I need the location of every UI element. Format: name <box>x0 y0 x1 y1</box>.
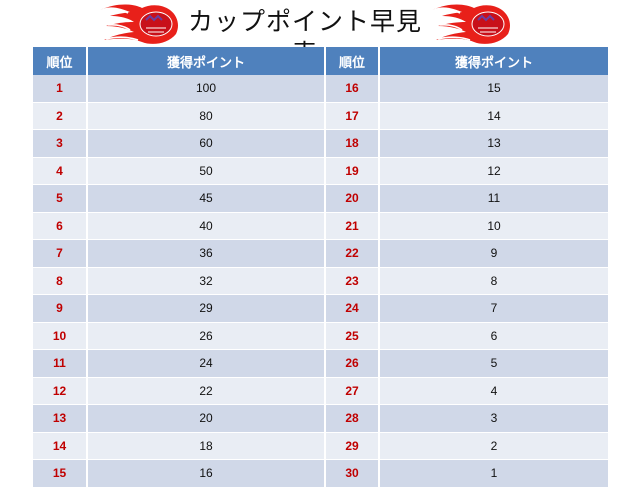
table-row: 12 22 27 4 <box>33 377 608 405</box>
rank-cell: 8 <box>33 267 88 295</box>
points-cell: 50 <box>87 157 326 185</box>
points-cell: 60 <box>87 129 326 158</box>
points-cell: 26 <box>87 322 326 350</box>
points-cell: 18 <box>87 432 326 460</box>
table-row: 2 80 17 14 <box>33 102 608 130</box>
points-cell: 14 <box>379 102 608 130</box>
column-header-points: 獲得ポイント <box>87 47 326 75</box>
rank-cell: 22 <box>325 239 380 268</box>
table-row: 10 26 25 6 <box>33 322 608 350</box>
points-cell: 2 <box>379 432 608 460</box>
rank-cell: 3 <box>33 129 88 158</box>
rank-cell: 7 <box>33 239 88 268</box>
column-header-points: 獲得ポイント <box>379 47 608 75</box>
points-cell: 3 <box>379 404 608 433</box>
rank-cell: 26 <box>325 349 380 378</box>
table-row: 3 60 18 13 <box>33 129 608 158</box>
table-row: 8 32 23 8 <box>33 267 608 295</box>
points-cell: 15 <box>379 75 608 103</box>
points-cell: 22 <box>87 377 326 405</box>
points-cell: 4 <box>379 377 608 405</box>
points-cell: 32 <box>87 267 326 295</box>
points-cell: 5 <box>379 349 608 378</box>
points-cell: 11 <box>379 184 608 213</box>
points-cell: 20 <box>87 404 326 433</box>
rank-cell: 18 <box>325 129 380 158</box>
table-header-row: 順位 獲得ポイント 順位 獲得ポイント <box>33 47 608 75</box>
points-cell: 6 <box>379 322 608 350</box>
table-body: 1 100 16 15 2 80 17 14 3 60 18 13 4 50 19 12 5 45 20 11 6 40 2… <box>33 75 608 488</box>
table-row: 14 18 29 2 <box>33 432 608 460</box>
points-cell: 24 <box>87 349 326 378</box>
table-row: 5 45 20 11 <box>33 184 608 213</box>
rank-cell: 13 <box>33 404 88 433</box>
table-row: 15 16 30 1 <box>33 459 608 488</box>
rank-cell: 29 <box>325 432 380 460</box>
table-row: 6 40 21 10 <box>33 212 608 240</box>
points-table: 順位 獲得ポイント 順位 獲得ポイント 1 100 16 15 2 80 17 14 3 60 18… <box>33 47 608 488</box>
column-header-rank: 順位 <box>325 47 380 75</box>
table-row: 4 50 19 12 <box>33 157 608 185</box>
rank-cell: 2 <box>33 102 88 130</box>
rank-cell: 25 <box>325 322 380 350</box>
rank-cell: 28 <box>325 404 380 433</box>
points-cell: 9 <box>379 239 608 268</box>
rank-cell: 23 <box>325 267 380 295</box>
rank-cell: 15 <box>33 459 88 488</box>
points-cell: 1 <box>379 459 608 488</box>
points-cell: 45 <box>87 184 326 213</box>
rank-cell: 1 <box>33 75 88 103</box>
rank-cell: 4 <box>33 157 88 185</box>
table-row: 9 29 24 7 <box>33 294 608 323</box>
table-row: 1 100 16 15 <box>33 75 608 103</box>
rank-cell: 19 <box>325 157 380 185</box>
column-header-rank: 順位 <box>33 47 88 75</box>
rank-cell: 11 <box>33 349 88 378</box>
points-cell: 13 <box>379 129 608 158</box>
rank-cell: 24 <box>325 294 380 323</box>
points-cell: 12 <box>379 157 608 185</box>
rank-cell: 27 <box>325 377 380 405</box>
table-row: 11 24 26 5 <box>33 349 608 378</box>
points-cell: 10 <box>379 212 608 240</box>
points-cell: 100 <box>87 75 326 103</box>
points-cell: 8 <box>379 267 608 295</box>
points-cell: 40 <box>87 212 326 240</box>
rank-cell: 17 <box>325 102 380 130</box>
rank-cell: 5 <box>33 184 88 213</box>
rank-cell: 6 <box>33 212 88 240</box>
table-row: 13 20 28 3 <box>33 404 608 433</box>
points-cell: 29 <box>87 294 326 323</box>
rank-cell: 12 <box>33 377 88 405</box>
rank-cell: 16 <box>325 75 380 103</box>
page-title: カップポイント早見表 <box>187 7 422 68</box>
rank-cell: 14 <box>33 432 88 460</box>
rank-cell: 21 <box>325 212 380 240</box>
points-cell: 36 <box>87 239 326 268</box>
rank-cell: 30 <box>325 459 380 488</box>
flame-logo-icon <box>100 4 178 44</box>
points-cell: 16 <box>87 459 326 488</box>
rank-cell: 20 <box>325 184 380 213</box>
flame-logo-icon <box>432 4 510 44</box>
rank-cell: 10 <box>33 322 88 350</box>
points-cell: 7 <box>379 294 608 323</box>
page-header: カップポイント早見表 <box>0 0 638 68</box>
points-cell: 80 <box>87 102 326 130</box>
rank-cell: 9 <box>33 294 88 323</box>
table-row: 7 36 22 9 <box>33 239 608 268</box>
